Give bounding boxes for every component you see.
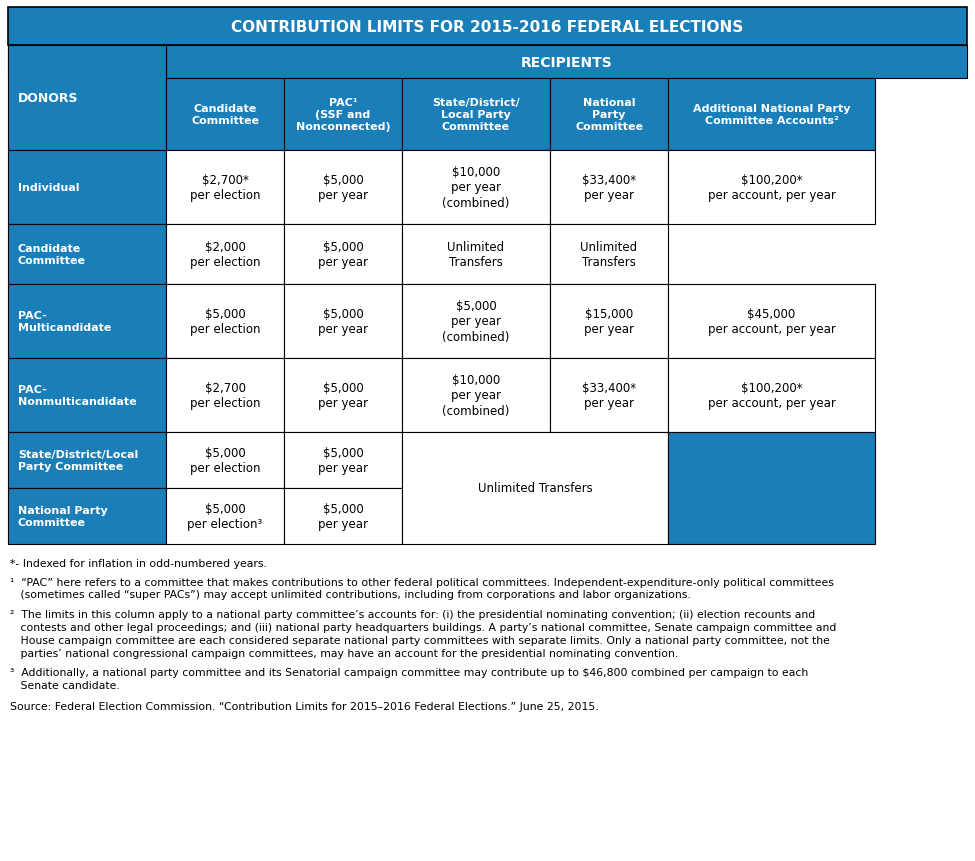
Text: PAC¹
(SSF and
Nonconnected): PAC¹ (SSF and Nonconnected) bbox=[295, 98, 390, 132]
Text: $5,000
per election³: $5,000 per election³ bbox=[187, 503, 262, 530]
Bar bbox=[8, 488, 166, 544]
Text: $100,200*
per account, per year: $100,200* per account, per year bbox=[708, 381, 836, 410]
Text: RECIPIENTS: RECIPIENTS bbox=[521, 55, 612, 70]
Bar bbox=[284, 432, 402, 488]
Bar bbox=[8, 358, 166, 432]
Bar bbox=[8, 46, 166, 151]
Bar bbox=[402, 358, 550, 432]
Text: Source: Federal Election Commission. “Contribution Limits for 2015–2016 Federal : Source: Federal Election Commission. “Co… bbox=[10, 701, 599, 711]
Text: CONTRIBUTION LIMITS FOR 2015-2016 FEDERAL ELECTIONS: CONTRIBUTION LIMITS FOR 2015-2016 FEDERA… bbox=[231, 20, 744, 34]
Bar bbox=[166, 358, 284, 432]
Text: $33,400*
per year: $33,400* per year bbox=[582, 174, 636, 201]
Bar bbox=[668, 151, 875, 225]
Text: Unlimited Transfers: Unlimited Transfers bbox=[478, 482, 593, 495]
Text: ³  Additionally, a national party committee and its Senatorial campaign committe: ³ Additionally, a national party committ… bbox=[10, 667, 808, 678]
Bar bbox=[550, 79, 668, 151]
Text: $15,000
per year: $15,000 per year bbox=[584, 307, 634, 336]
Bar bbox=[166, 79, 284, 151]
Text: ¹  “PAC” here refers to a committee that makes contributions to other federal po: ¹ “PAC” here refers to a committee that … bbox=[10, 578, 834, 599]
Bar bbox=[284, 358, 402, 432]
Bar bbox=[284, 285, 402, 358]
Text: Candidate
Committee: Candidate Committee bbox=[18, 244, 86, 265]
Text: $5,000
per election: $5,000 per election bbox=[190, 307, 260, 336]
Text: *- Indexed for inflation in odd-numbered years.: *- Indexed for inflation in odd-numbered… bbox=[10, 558, 267, 568]
Text: Candidate
Committee: Candidate Committee bbox=[191, 104, 259, 126]
Text: Unlimited
Transfers: Unlimited Transfers bbox=[448, 241, 505, 269]
Bar bbox=[668, 432, 875, 544]
Text: $2,700*
per election: $2,700* per election bbox=[190, 174, 260, 201]
Bar bbox=[402, 285, 550, 358]
Bar bbox=[550, 358, 668, 432]
Bar bbox=[166, 46, 967, 79]
Text: $5,000
per year: $5,000 per year bbox=[318, 447, 368, 474]
Bar bbox=[550, 285, 668, 358]
Bar bbox=[8, 225, 166, 285]
Text: National Party
Committee: National Party Committee bbox=[18, 505, 108, 527]
Text: $5,000
per year: $5,000 per year bbox=[318, 381, 368, 410]
Text: $5,000
per year: $5,000 per year bbox=[318, 241, 368, 269]
Bar bbox=[8, 432, 166, 488]
Bar bbox=[668, 79, 875, 151]
Text: $5,000
per election: $5,000 per election bbox=[190, 447, 260, 474]
Bar bbox=[402, 79, 550, 151]
Text: $2,000
per election: $2,000 per election bbox=[190, 241, 260, 269]
Text: National
Party
Committee: National Party Committee bbox=[575, 98, 643, 132]
Bar bbox=[8, 151, 166, 225]
Text: DONORS: DONORS bbox=[18, 92, 79, 105]
Bar bbox=[166, 432, 284, 488]
Bar bbox=[284, 225, 402, 285]
Text: contests and other legal proceedings; and (iii) national party headquarters buil: contests and other legal proceedings; an… bbox=[10, 623, 837, 632]
Text: $5,000
per year: $5,000 per year bbox=[318, 503, 368, 530]
Bar bbox=[8, 46, 166, 79]
Bar bbox=[402, 151, 550, 225]
Text: $10,000
per year
(combined): $10,000 per year (combined) bbox=[443, 166, 510, 209]
Text: $33,400*
per year: $33,400* per year bbox=[582, 381, 636, 410]
Bar bbox=[8, 8, 967, 46]
Text: Additional National Party
Committee Accounts²: Additional National Party Committee Acco… bbox=[693, 104, 850, 126]
Bar bbox=[550, 151, 668, 225]
Bar bbox=[166, 151, 284, 225]
Bar bbox=[402, 432, 668, 544]
Text: State/District/
Local Party
Committee: State/District/ Local Party Committee bbox=[432, 98, 520, 132]
Text: $100,200*
per account, per year: $100,200* per account, per year bbox=[708, 174, 836, 201]
Text: PAC-
Multicandidate: PAC- Multicandidate bbox=[18, 311, 111, 332]
Text: Individual: Individual bbox=[18, 183, 80, 193]
Text: PAC-
Nonmulticandidate: PAC- Nonmulticandidate bbox=[18, 385, 136, 406]
Bar bbox=[550, 225, 668, 285]
Text: Senate candidate.: Senate candidate. bbox=[10, 680, 120, 691]
Bar bbox=[284, 79, 402, 151]
Text: $2,700
per election: $2,700 per election bbox=[190, 381, 260, 410]
Bar bbox=[668, 358, 875, 432]
Bar bbox=[166, 285, 284, 358]
Text: $5,000
per year
(combined): $5,000 per year (combined) bbox=[443, 300, 510, 343]
Bar bbox=[402, 225, 550, 285]
Text: State/District/Local
Party Committee: State/District/Local Party Committee bbox=[18, 449, 138, 471]
Bar bbox=[284, 151, 402, 225]
Text: ²  The limits in this column apply to a national party committee’s accounts for:: ² The limits in this column apply to a n… bbox=[10, 610, 815, 619]
Text: House campaign committee are each considered separate national party committees : House campaign committee are each consid… bbox=[10, 635, 830, 645]
Text: parties’ national congressional campaign committees, may have an account for the: parties’ national congressional campaign… bbox=[10, 648, 679, 659]
Text: $10,000
per year
(combined): $10,000 per year (combined) bbox=[443, 374, 510, 417]
Text: $5,000
per year: $5,000 per year bbox=[318, 307, 368, 336]
Bar bbox=[8, 285, 166, 358]
Text: Unlimited
Transfers: Unlimited Transfers bbox=[580, 241, 638, 269]
Text: $5,000
per year: $5,000 per year bbox=[318, 174, 368, 201]
Bar bbox=[284, 488, 402, 544]
Bar bbox=[166, 225, 284, 285]
Bar bbox=[166, 488, 284, 544]
Text: $45,000
per account, per year: $45,000 per account, per year bbox=[708, 307, 836, 336]
Bar bbox=[668, 285, 875, 358]
